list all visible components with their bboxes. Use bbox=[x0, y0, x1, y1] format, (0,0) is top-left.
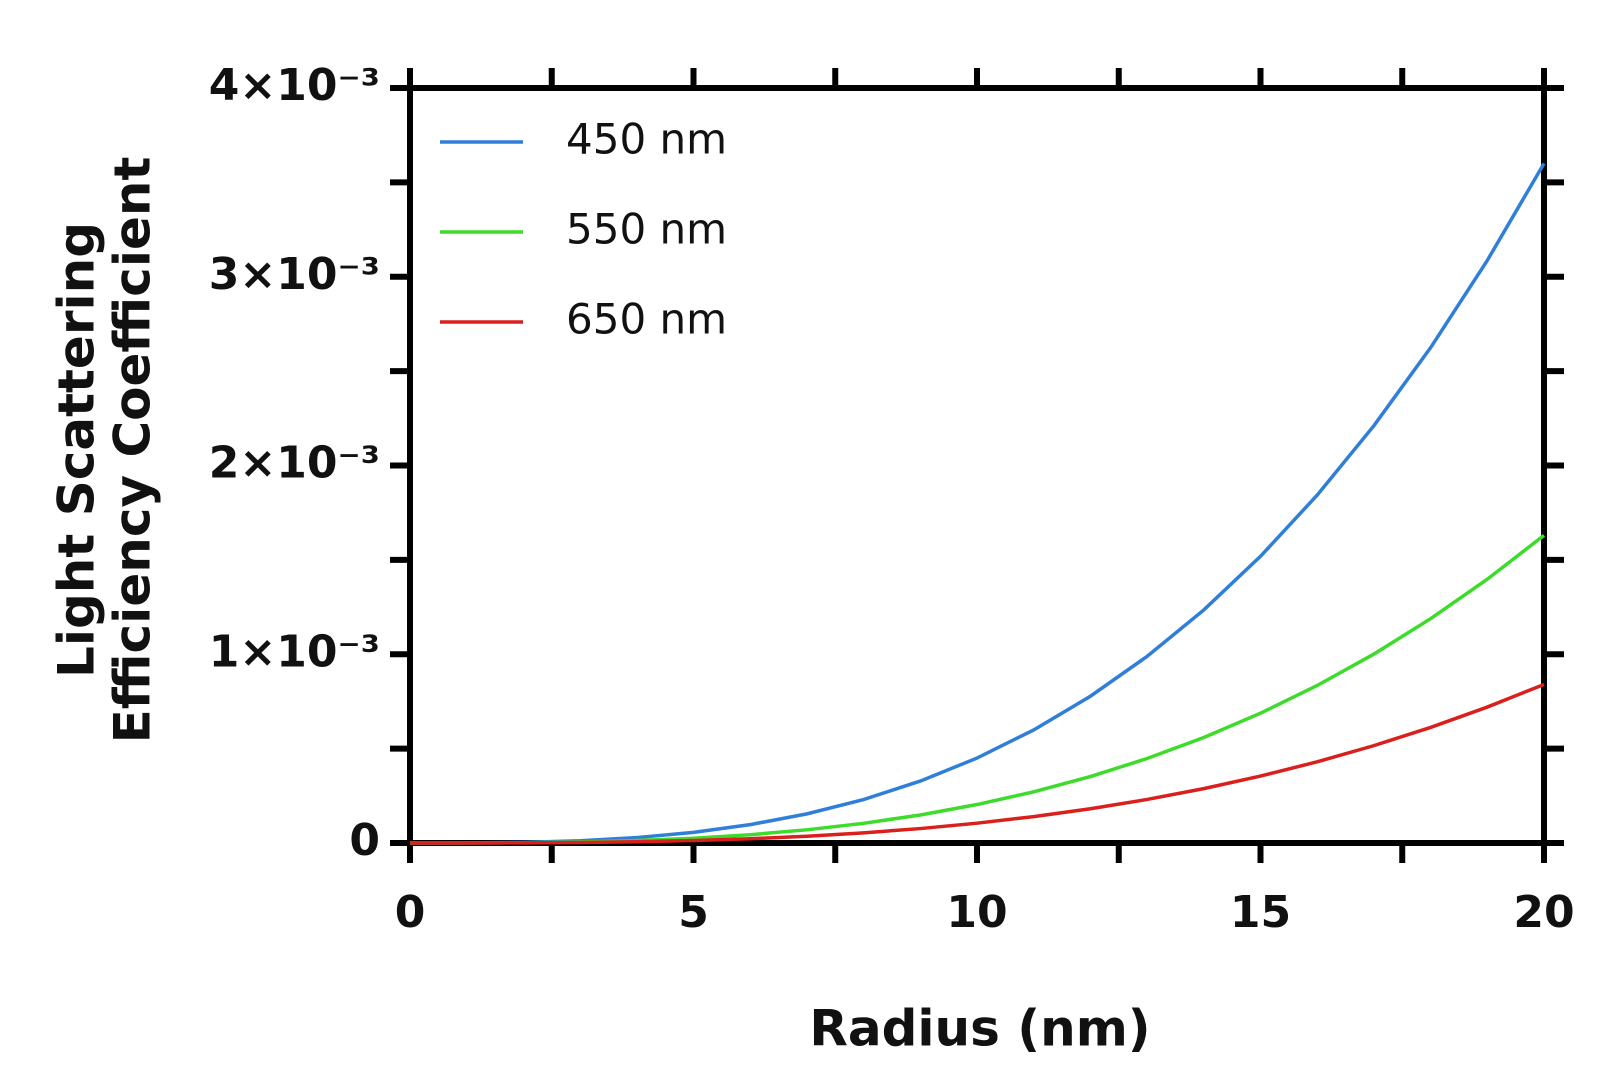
x-tick-label: 15 bbox=[1230, 887, 1291, 938]
y-tick-label: 4×10⁻³ bbox=[209, 60, 380, 111]
x-tick-label: 5 bbox=[678, 887, 709, 938]
x-axis-title: Radius (nm) bbox=[809, 1000, 1150, 1058]
y-axis-title-line: Efficiency Coefficient bbox=[104, 157, 162, 744]
x-tick-label: 10 bbox=[946, 887, 1007, 938]
y-tick-label: 3×10⁻³ bbox=[209, 249, 380, 300]
series-line bbox=[409, 682, 1545, 845]
y-axis-title-line: Light Scattering bbox=[48, 222, 106, 678]
series-line bbox=[409, 533, 1546, 845]
legend-label: 650 nm bbox=[566, 295, 727, 344]
y-tick-label: 1×10⁻³ bbox=[209, 626, 380, 677]
x-tick-label: 20 bbox=[1513, 887, 1574, 938]
x-tick-label: 0 bbox=[395, 887, 426, 938]
plot-frame bbox=[407, 85, 1547, 846]
y-axis-title: Light Scattering Efficiency Coefficient bbox=[48, 157, 162, 744]
legend-label: 550 nm bbox=[566, 205, 727, 254]
y-tick-label: 0 bbox=[349, 815, 380, 866]
legend-label: 450 nm bbox=[566, 115, 727, 164]
series-line bbox=[409, 162, 1546, 845]
y-tick-label: 2×10⁻³ bbox=[209, 438, 380, 489]
